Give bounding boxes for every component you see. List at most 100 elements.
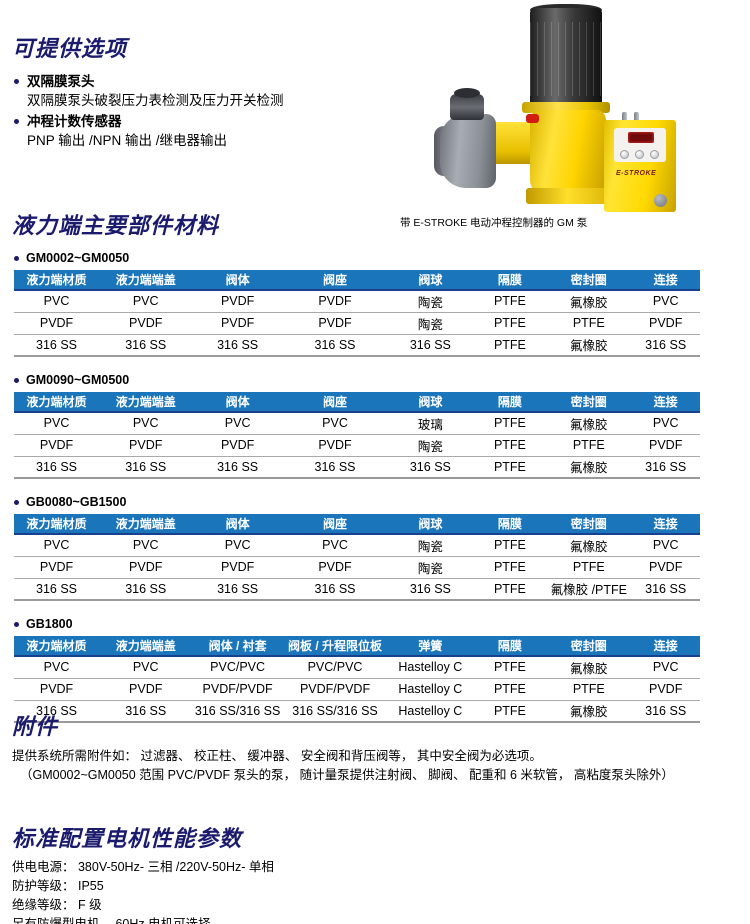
table-cell: PTFE — [473, 412, 547, 435]
table-cell: 氟橡胶 — [546, 534, 632, 557]
group-spacer — [0, 601, 750, 615]
materials-table: 液力端材质 液力端端盖 阀体 阀座 阀球 隔膜 密封圈 连接 PVC PVC PVDF PVDF 陶瓷 P… — [14, 270, 700, 357]
table-cell: PVC — [14, 290, 100, 313]
column-header: 液力端材质 — [14, 392, 100, 413]
led-display — [628, 132, 654, 143]
pump-illustration: E-STROKE — [418, 2, 718, 214]
materials-table: 液力端材质 液力端端盖 阀体 阀座 阀球 隔膜 密封圈 连接 PVC PVC PVC PVC 玻璃 PTF… — [14, 392, 700, 479]
table-cell: PVC — [14, 534, 100, 557]
table-cell: PVDF — [14, 556, 100, 579]
table-cell: 316 SS — [192, 578, 283, 601]
table-row: PVC PVC PVC PVC 陶瓷 PTFE 氟橡胶 PVC — [14, 534, 700, 557]
accessories-line-1: 提供系统所需附件如： 过滤器、 校正柱、 缓冲器、 安全阀和背压阀等， 其中安全… — [12, 749, 542, 763]
table-cell: PTFE — [473, 578, 547, 601]
table-cell: 陶瓷 — [387, 290, 474, 313]
table-cell: PVC — [192, 534, 283, 557]
table-cell: PVDF — [14, 678, 100, 701]
column-header: 密封圈 — [546, 636, 632, 657]
bullet-icon — [14, 500, 19, 505]
column-header: 阀体 — [192, 514, 283, 535]
table-cell: 316 SS — [631, 456, 700, 479]
table-cell: PVC — [282, 412, 388, 435]
table-row: 316 SS 316 SS 316 SS 316 SS 316 SS PTFE 氟橡胶 /P… — [14, 578, 700, 601]
table-cell: PVDF — [192, 434, 283, 457]
table-cell: 316 SS — [387, 456, 474, 479]
material-group-name: GB0080~GB1500 — [26, 495, 127, 509]
column-header: 阀体 / 衬套 — [192, 636, 283, 657]
column-header: 隔膜 — [473, 636, 547, 657]
table-cell: PTFE — [473, 290, 547, 313]
table-cell: PVC — [14, 412, 100, 435]
column-header: 液力端端盖 — [99, 636, 193, 657]
table-cell: 316 SS — [14, 456, 100, 479]
table-cell: PVC — [631, 656, 700, 679]
stroke-adjust-knob — [450, 94, 484, 120]
column-header: 弹簧 — [387, 636, 474, 657]
table-cell: 氟橡胶 — [546, 456, 632, 479]
table-cell: PVDF — [631, 556, 700, 579]
table-row: PVDF PVDF PVDF/PVDF PVDF/PVDF Hastelloy C PTF… — [14, 678, 700, 701]
table-cell: PVDF — [631, 678, 700, 701]
table-header-row: 液力端材质 液力端端盖 阀体 / 衬套 阀板 / 升程限位板 弹簧 隔膜 密封圈 连接 — [14, 636, 700, 657]
table-cell: 316 SS — [192, 456, 283, 479]
table-cell: PVC — [631, 412, 700, 435]
controller-button-icon — [650, 150, 659, 159]
table-cell: 陶瓷 — [387, 312, 474, 335]
table-cell: PVC — [99, 534, 193, 557]
table-row: 316 SS 316 SS 316 SS 316 SS 316 SS PTFE 氟橡胶 316… — [14, 334, 700, 357]
motor-power-supply: 供电电源： 380V-50Hz- 三相 /220V-50Hz- 单相 — [12, 860, 274, 874]
column-header: 液力端材质 — [14, 270, 100, 291]
table-cell: PVC — [192, 412, 283, 435]
table-cell: PVC — [99, 656, 193, 679]
table-cell: 316 SS — [631, 578, 700, 601]
table-cell: PVDF — [282, 312, 388, 335]
material-group: GM0002~GM0050 液力端材质 液力端端盖 阀体 阀座 阀球 隔膜 密封圈 连接 PVC P… — [0, 249, 750, 371]
motor-parameters-section: 标准配置电机性能参数 供电电源： 380V-50Hz- 三相 /220V-50H… — [12, 828, 512, 924]
table-cell: PVC — [631, 534, 700, 557]
materials-title: 液力端主要部件材料 — [12, 213, 220, 238]
column-header: 密封圈 — [546, 392, 632, 413]
column-header: 阀球 — [387, 392, 474, 413]
option-detail: 双隔膜泵头破裂压力表检测及压力开关检测 — [27, 93, 284, 108]
table-cell: 玻璃 — [387, 412, 474, 435]
table-cell: PVDF — [631, 434, 700, 457]
column-header: 阀座 — [282, 514, 388, 535]
table-cell: PTFE — [546, 556, 632, 579]
option-heading: 冲程计数传感器 — [12, 112, 392, 131]
table-cell: 氟橡胶 — [546, 412, 632, 435]
column-header: 阀座 — [282, 270, 388, 291]
table-cell: 氟橡胶 — [546, 334, 632, 357]
option-item: 双隔膜泵头 双隔膜泵头破裂压力表检测及压力开关检测 — [12, 72, 392, 111]
table-cell: PTFE — [473, 312, 547, 335]
material-group-name: GM0090~GM0500 — [26, 373, 130, 387]
diaphragm-head — [440, 114, 496, 188]
option-heading-label: 冲程计数传感器 — [27, 114, 122, 129]
column-header: 阀球 — [387, 514, 474, 535]
table-cell: PVC/PVC — [192, 656, 283, 679]
controller-button-icon — [635, 150, 644, 159]
table-row: PVDF PVDF PVDF PVDF 陶瓷 PTFE PTFE PVDF — [14, 312, 700, 335]
motor-housing — [530, 8, 602, 106]
table-cell: PTFE — [473, 556, 547, 579]
options-section: 可提供选项 双隔膜泵头 双隔膜泵头破裂压力表检测及压力开关检测 冲程计数传感器 … — [12, 38, 392, 152]
option-item: 冲程计数传感器 PNP 输出 /NPN 输出 /继电器输出 — [12, 112, 392, 151]
column-header: 密封圈 — [546, 270, 632, 291]
table-cell: PTFE — [546, 312, 632, 335]
table-cell: PTFE — [546, 678, 632, 701]
table-cell: 陶瓷 — [387, 534, 474, 557]
table-cell: PTFE — [473, 700, 547, 723]
motor-insulation-grade: 绝缘等级： F 级 — [12, 898, 102, 912]
controller-button-icon — [620, 150, 629, 159]
table-cell: PTFE — [473, 534, 547, 557]
cable-gland-icon — [622, 112, 627, 124]
table-cell: 316 SS — [631, 700, 700, 723]
table-cell: PVC — [282, 534, 388, 557]
table-cell: PVDF — [282, 556, 388, 579]
table-cell: Hastelloy C — [387, 678, 474, 701]
table-cell: 316 SS — [282, 334, 388, 357]
column-header: 阀座 — [282, 392, 388, 413]
option-detail: PNP 输出 /NPN 输出 /继电器输出 — [27, 133, 228, 148]
table-cell: PVDF/PVDF — [192, 678, 283, 701]
bullet-icon — [14, 622, 19, 627]
